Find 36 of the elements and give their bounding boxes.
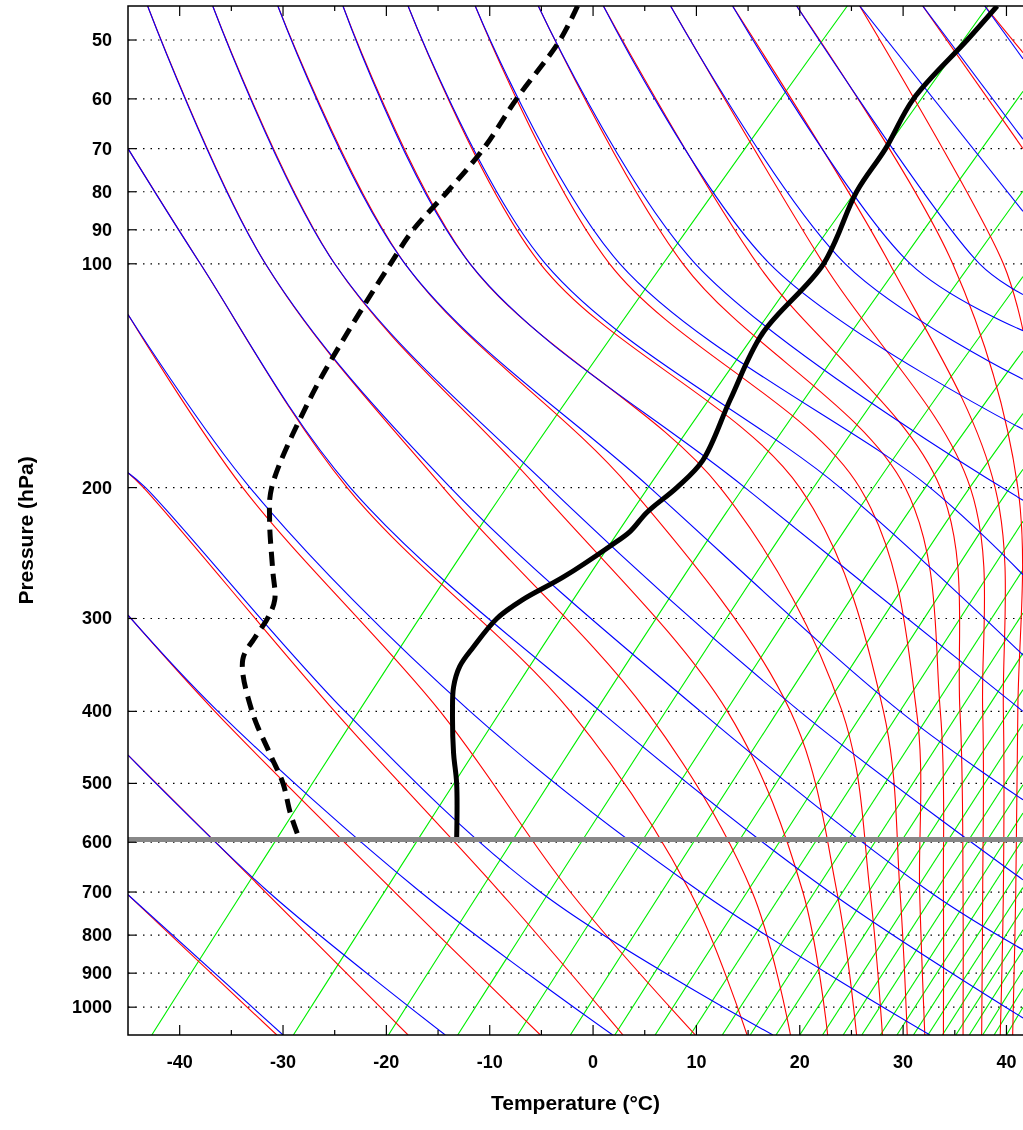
line-series xyxy=(128,148,1023,1019)
y-tick-label: 200 xyxy=(81,477,112,498)
line-series xyxy=(342,6,1023,712)
x-tick-label: -10 xyxy=(476,1052,503,1072)
y-tick-label: 600 xyxy=(81,832,112,853)
y-tick-label: 90 xyxy=(91,219,112,240)
y-tick-label: 300 xyxy=(81,608,112,629)
x-tick-label: 10 xyxy=(686,1052,707,1072)
line-series xyxy=(128,472,624,1035)
y-tick-label: 900 xyxy=(81,963,112,984)
x-tick-label: -30 xyxy=(270,1052,297,1072)
y-tick-label: 800 xyxy=(81,925,112,946)
x-tick-label: -20 xyxy=(373,1052,400,1072)
x-tick-label: 40 xyxy=(996,1052,1017,1072)
line-series xyxy=(128,472,774,1035)
line-series xyxy=(128,313,931,1035)
y-tick-label: 100 xyxy=(81,253,112,274)
y-tick-label: 500 xyxy=(81,773,112,794)
y-tick-label: 60 xyxy=(91,88,112,109)
line-series xyxy=(128,614,614,1035)
y-tick-label: 70 xyxy=(91,138,112,159)
y-tick-label: 1000 xyxy=(71,997,112,1018)
line-series xyxy=(277,6,1023,801)
y-tick-label: 80 xyxy=(91,181,112,202)
x-tick-label: 20 xyxy=(789,1052,810,1072)
line-series xyxy=(602,6,964,1035)
y-tick-label: 50 xyxy=(91,30,112,51)
x-axis-title: Temperature (°C) xyxy=(490,1091,661,1114)
line-series xyxy=(474,6,1023,576)
x-tick-label: 30 xyxy=(893,1052,914,1072)
y-axis-title: Pressure (hPa) xyxy=(14,456,37,605)
y-tick-label: 700 xyxy=(81,882,112,903)
y-tick-label: 400 xyxy=(81,701,112,722)
line-series xyxy=(407,6,1023,656)
x-tick-label: -40 xyxy=(166,1052,193,1072)
x-tick-label: 0 xyxy=(588,1052,599,1072)
